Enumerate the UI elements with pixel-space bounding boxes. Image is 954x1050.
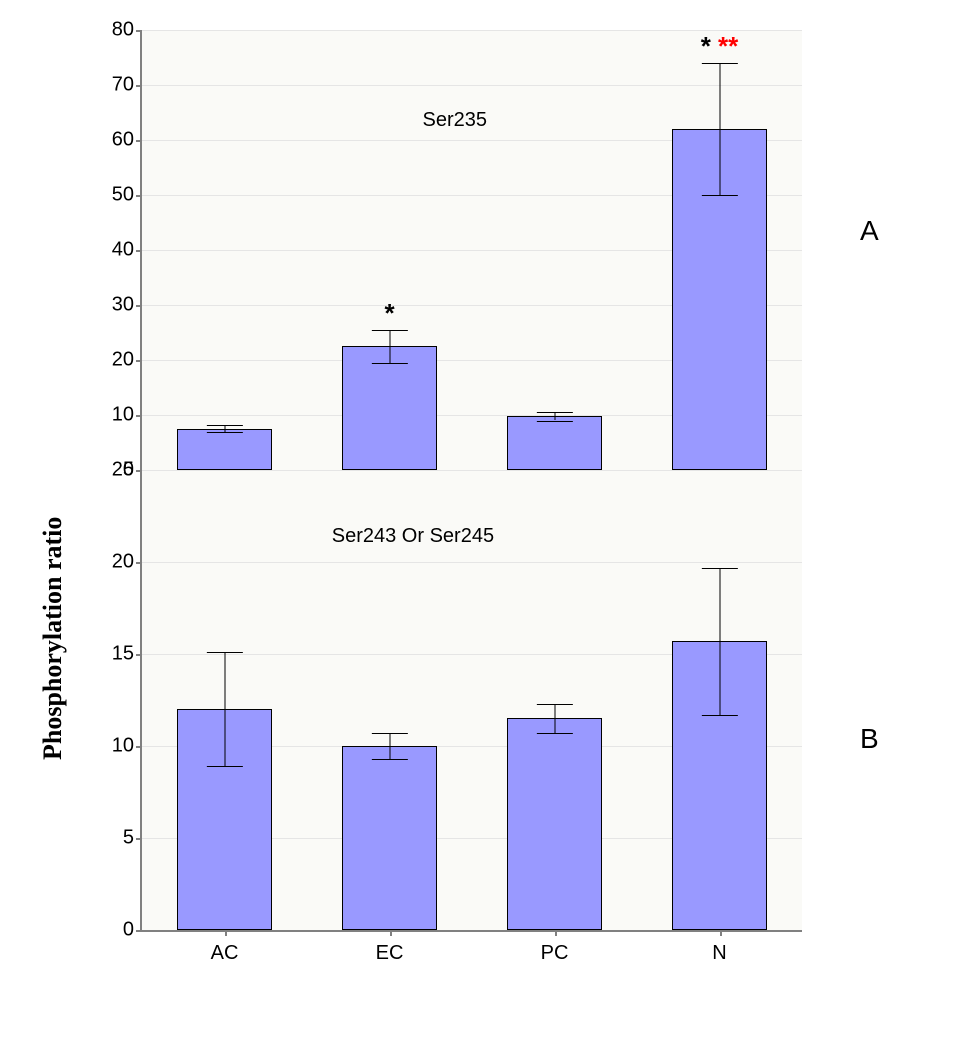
error-bar bbox=[554, 412, 555, 421]
y-tick-label: 10 bbox=[112, 735, 142, 758]
significance-marker: * bbox=[384, 298, 394, 329]
x-tick-label: AC bbox=[211, 930, 239, 965]
error-bar bbox=[389, 330, 390, 363]
y-tick-label: 20 bbox=[112, 349, 142, 372]
error-cap bbox=[206, 425, 242, 426]
y-tick-label: 30 bbox=[112, 294, 142, 317]
error-cap bbox=[371, 330, 407, 331]
y-tick-label: 40 bbox=[112, 239, 142, 262]
y-tick-label: 60 bbox=[112, 129, 142, 152]
error-cap bbox=[371, 759, 407, 760]
error-bar bbox=[719, 63, 720, 195]
panel-b-letter: B bbox=[860, 723, 879, 755]
error-cap bbox=[701, 568, 737, 569]
error-bar bbox=[224, 652, 225, 766]
error-bar bbox=[389, 733, 390, 759]
y-tick-label: 50 bbox=[112, 184, 142, 207]
y-axis-label: Phosphorylation ratio bbox=[38, 517, 68, 760]
error-cap bbox=[701, 715, 737, 716]
y-tick-label: 20 bbox=[112, 551, 142, 574]
panel-title: Ser235 bbox=[423, 109, 488, 132]
error-cap bbox=[206, 652, 242, 653]
bar bbox=[507, 416, 603, 470]
y-tick-label: 70 bbox=[112, 74, 142, 97]
error-cap bbox=[206, 432, 242, 433]
bar bbox=[342, 746, 438, 930]
y-tick-label: 5 bbox=[123, 827, 142, 850]
x-tick-label: N bbox=[712, 930, 726, 965]
error-cap bbox=[371, 363, 407, 364]
error-cap bbox=[536, 421, 572, 422]
bar bbox=[507, 718, 603, 930]
panel-a-plot-area: 01020304050607080** **Ser235 bbox=[140, 30, 802, 472]
error-cap bbox=[701, 195, 737, 196]
panel-title: Ser243 Or Ser245 bbox=[332, 525, 494, 548]
y-tick-label: 0 bbox=[123, 919, 142, 942]
y-tick-label: 25 bbox=[112, 459, 142, 482]
error-cap bbox=[206, 766, 242, 767]
bar bbox=[177, 429, 273, 470]
figure-root: Phosphorylation ratio 0 10 20 30 40 50 60 70 80 *… bbox=[0, 0, 954, 1050]
significance-marker: * ** bbox=[701, 31, 739, 62]
grid-line bbox=[142, 470, 802, 471]
y-tick-label: 15 bbox=[112, 643, 142, 666]
grid-line bbox=[142, 562, 802, 563]
y-tick-label: 80 bbox=[112, 19, 142, 42]
error-cap bbox=[536, 733, 572, 734]
x-tick-label: PC bbox=[541, 930, 569, 965]
panel-a-letter: A bbox=[860, 215, 879, 247]
bar bbox=[342, 346, 438, 470]
error-cap bbox=[371, 733, 407, 734]
error-cap bbox=[701, 63, 737, 64]
error-cap bbox=[536, 704, 572, 705]
panel-b-plot-area: 0510152025ACECPCNSer243 Or Ser245 bbox=[140, 470, 802, 932]
y-tick-label: 10 bbox=[112, 404, 142, 427]
error-cap bbox=[536, 412, 572, 413]
x-tick-label: EC bbox=[376, 930, 404, 965]
error-bar bbox=[719, 568, 720, 715]
error-bar bbox=[554, 704, 555, 733]
grid-line bbox=[142, 85, 802, 86]
